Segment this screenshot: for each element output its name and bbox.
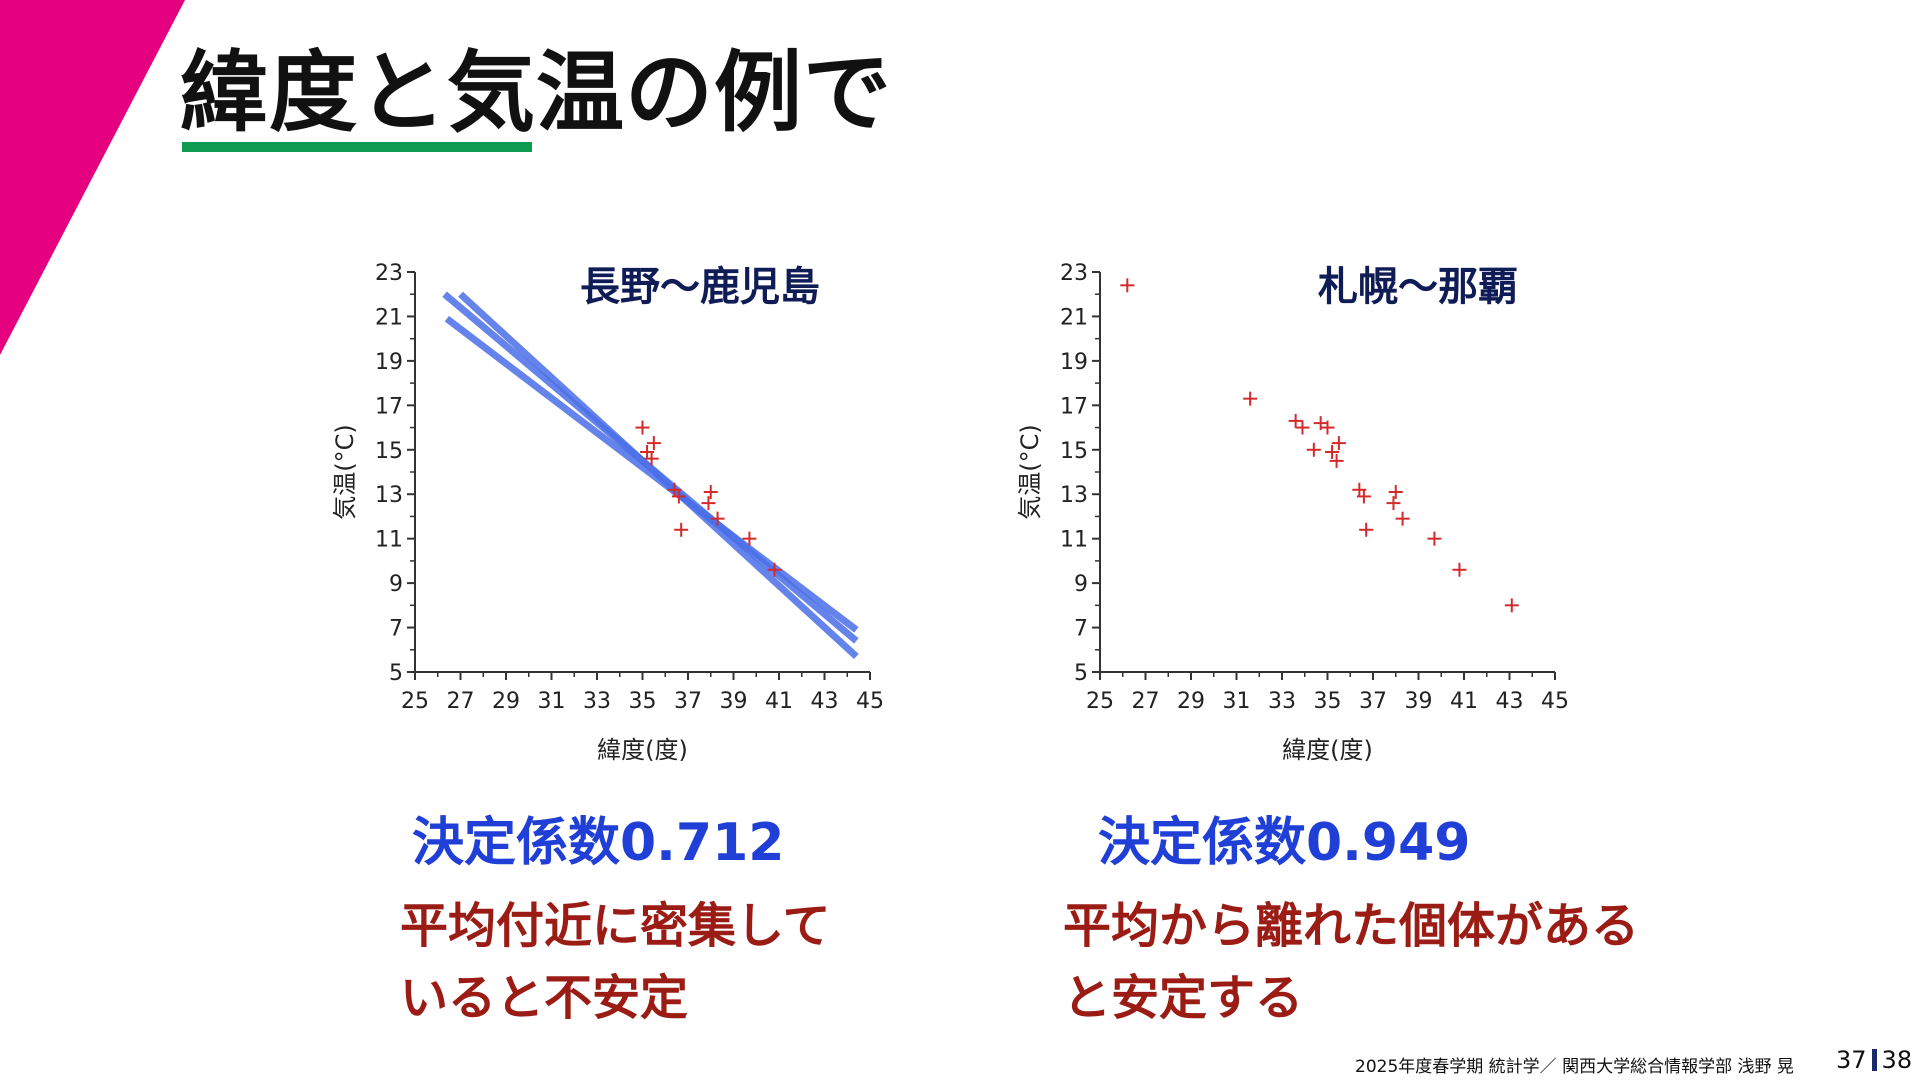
y-tick-label: 17 xyxy=(1060,394,1088,419)
x-tick-label: 35 xyxy=(1314,689,1342,714)
y-axis-label: 気温(°C) xyxy=(331,424,359,519)
note-left: 平均付近に密集して いると不安定 xyxy=(400,890,831,1034)
x-tick-label: 41 xyxy=(1450,689,1478,714)
data-point xyxy=(1120,278,1135,293)
y-tick-label: 15 xyxy=(375,439,403,464)
scatter-plot-right-canvas: 25 27 29 31 33 35 37 39 41 43 45 5 7 9 11 13 15 17 19 21 23 緯… xyxy=(1016,261,1569,764)
y-tick-label: 9 xyxy=(1074,572,1088,597)
x-tick-label: 25 xyxy=(1086,689,1114,714)
data-point xyxy=(767,562,782,577)
slide-title: 緯度と気温の例で xyxy=(180,41,893,144)
y-tick-label: 13 xyxy=(375,483,403,508)
y-tick-label: 21 xyxy=(375,305,403,330)
data-point xyxy=(1356,489,1371,504)
data-point xyxy=(1306,442,1321,457)
y-tick-label: 9 xyxy=(389,572,403,597)
y-tick-label: 19 xyxy=(1060,350,1088,375)
data-point xyxy=(1329,453,1344,468)
data-point xyxy=(1331,436,1346,451)
y-tick-label: 7 xyxy=(1074,617,1088,642)
data-point xyxy=(1504,598,1519,613)
x-axis-label: 緯度(度) xyxy=(597,736,688,764)
scatter-plot-left-canvas: 25 27 29 31 33 35 37 39 41 43 45 5 7 9 11 13 15 17 19 21 23 緯… xyxy=(331,261,884,764)
data-point xyxy=(701,496,716,511)
coefficient-right: 決定係数0.949 xyxy=(1098,813,1471,873)
data-point xyxy=(644,451,659,466)
data-point xyxy=(1243,391,1258,406)
chart-title: 札幌〜那覇 xyxy=(1318,264,1518,310)
data-point xyxy=(1395,511,1410,526)
data-point xyxy=(1359,522,1374,537)
scatter-plot-nagano-kagoshima: 25 27 29 31 33 35 37 39 41 43 45 5 7 9 11 13 15 17 19 21 23 緯… xyxy=(330,250,930,794)
x-tick-label: 45 xyxy=(856,689,884,714)
scatter-plot-sapporo-naha: 25 27 29 31 33 35 37 39 41 43 45 5 7 9 11 13 15 17 19 21 23 緯… xyxy=(1015,250,1615,794)
y-tick-label: 17 xyxy=(375,394,403,419)
x-tick-label: 37 xyxy=(674,689,702,714)
note-right-line2: と安定する xyxy=(1063,970,1304,1026)
data-point xyxy=(1386,496,1401,511)
data-point xyxy=(703,485,718,499)
y-axis-label: 気温(°C) xyxy=(1016,424,1044,519)
page-current: 37 xyxy=(1836,1046,1867,1074)
y-tick-label: 19 xyxy=(375,350,403,375)
y-tick-label: 23 xyxy=(375,261,403,286)
x-tick-label: 29 xyxy=(1177,689,1205,714)
y-tick-label: 13 xyxy=(1060,483,1088,508)
x-tick-label: 27 xyxy=(1132,689,1160,714)
x-tick-label: 25 xyxy=(401,689,429,714)
coefficient-left: 決定係数0.712 xyxy=(412,813,785,873)
x-tick-label: 33 xyxy=(1268,689,1296,714)
x-tick-label: 35 xyxy=(629,689,657,714)
data-point xyxy=(646,436,661,451)
x-tick-label: 41 xyxy=(765,689,793,714)
footer-text: 2025年度春学期 統計学／ 関西大学総合情報学部 浅野 晃 xyxy=(1355,1057,1794,1077)
y-tick-label: 11 xyxy=(1060,528,1088,553)
x-tick-label: 27 xyxy=(447,689,475,714)
data-point xyxy=(1325,445,1340,459)
x-tick-label: 43 xyxy=(811,689,839,714)
regression-line xyxy=(444,315,859,633)
y-tick-label: 15 xyxy=(1060,439,1088,464)
data-point xyxy=(710,511,725,526)
page-counter: 37 38 xyxy=(1836,1046,1912,1074)
data-point xyxy=(1452,562,1467,577)
note-right: 平均から離れた個体がある と安定する xyxy=(1063,890,1639,1034)
data-point xyxy=(1388,485,1403,499)
data-point xyxy=(742,531,757,546)
data-point xyxy=(1320,420,1335,435)
data-point xyxy=(674,522,689,537)
y-tick-label: 7 xyxy=(389,617,403,642)
y-tick-label: 5 xyxy=(389,661,403,686)
y-tick-label: 23 xyxy=(1060,261,1088,286)
page-separator xyxy=(1871,1049,1877,1071)
x-tick-label: 31 xyxy=(538,689,566,714)
x-tick-label: 45 xyxy=(1541,689,1569,714)
x-axis-label: 緯度(度) xyxy=(1282,736,1373,764)
note-left-line1: 平均付近に密集して xyxy=(400,898,831,954)
data-point xyxy=(1295,420,1310,435)
data-point xyxy=(671,489,686,504)
x-tick-label: 31 xyxy=(1223,689,1251,714)
page-total: 38 xyxy=(1881,1046,1913,1074)
x-tick-label: 39 xyxy=(720,689,748,714)
x-tick-label: 29 xyxy=(492,689,520,714)
y-tick-label: 5 xyxy=(1074,661,1088,686)
note-right-line1: 平均から離れた個体がある xyxy=(1063,898,1640,954)
title-underline xyxy=(182,142,532,152)
y-tick-label: 11 xyxy=(375,528,403,553)
x-tick-label: 39 xyxy=(1405,689,1433,714)
note-left-line2: いると不安定 xyxy=(400,970,689,1026)
data-point xyxy=(1288,413,1303,428)
accent-triangle xyxy=(0,0,185,355)
data-point xyxy=(635,420,650,435)
chart-title: 長野〜鹿児島 xyxy=(580,264,820,310)
x-tick-label: 33 xyxy=(583,689,611,714)
x-tick-label: 37 xyxy=(1359,689,1387,714)
x-tick-label: 43 xyxy=(1496,689,1524,714)
data-point xyxy=(1427,531,1442,546)
y-tick-label: 21 xyxy=(1060,305,1088,330)
